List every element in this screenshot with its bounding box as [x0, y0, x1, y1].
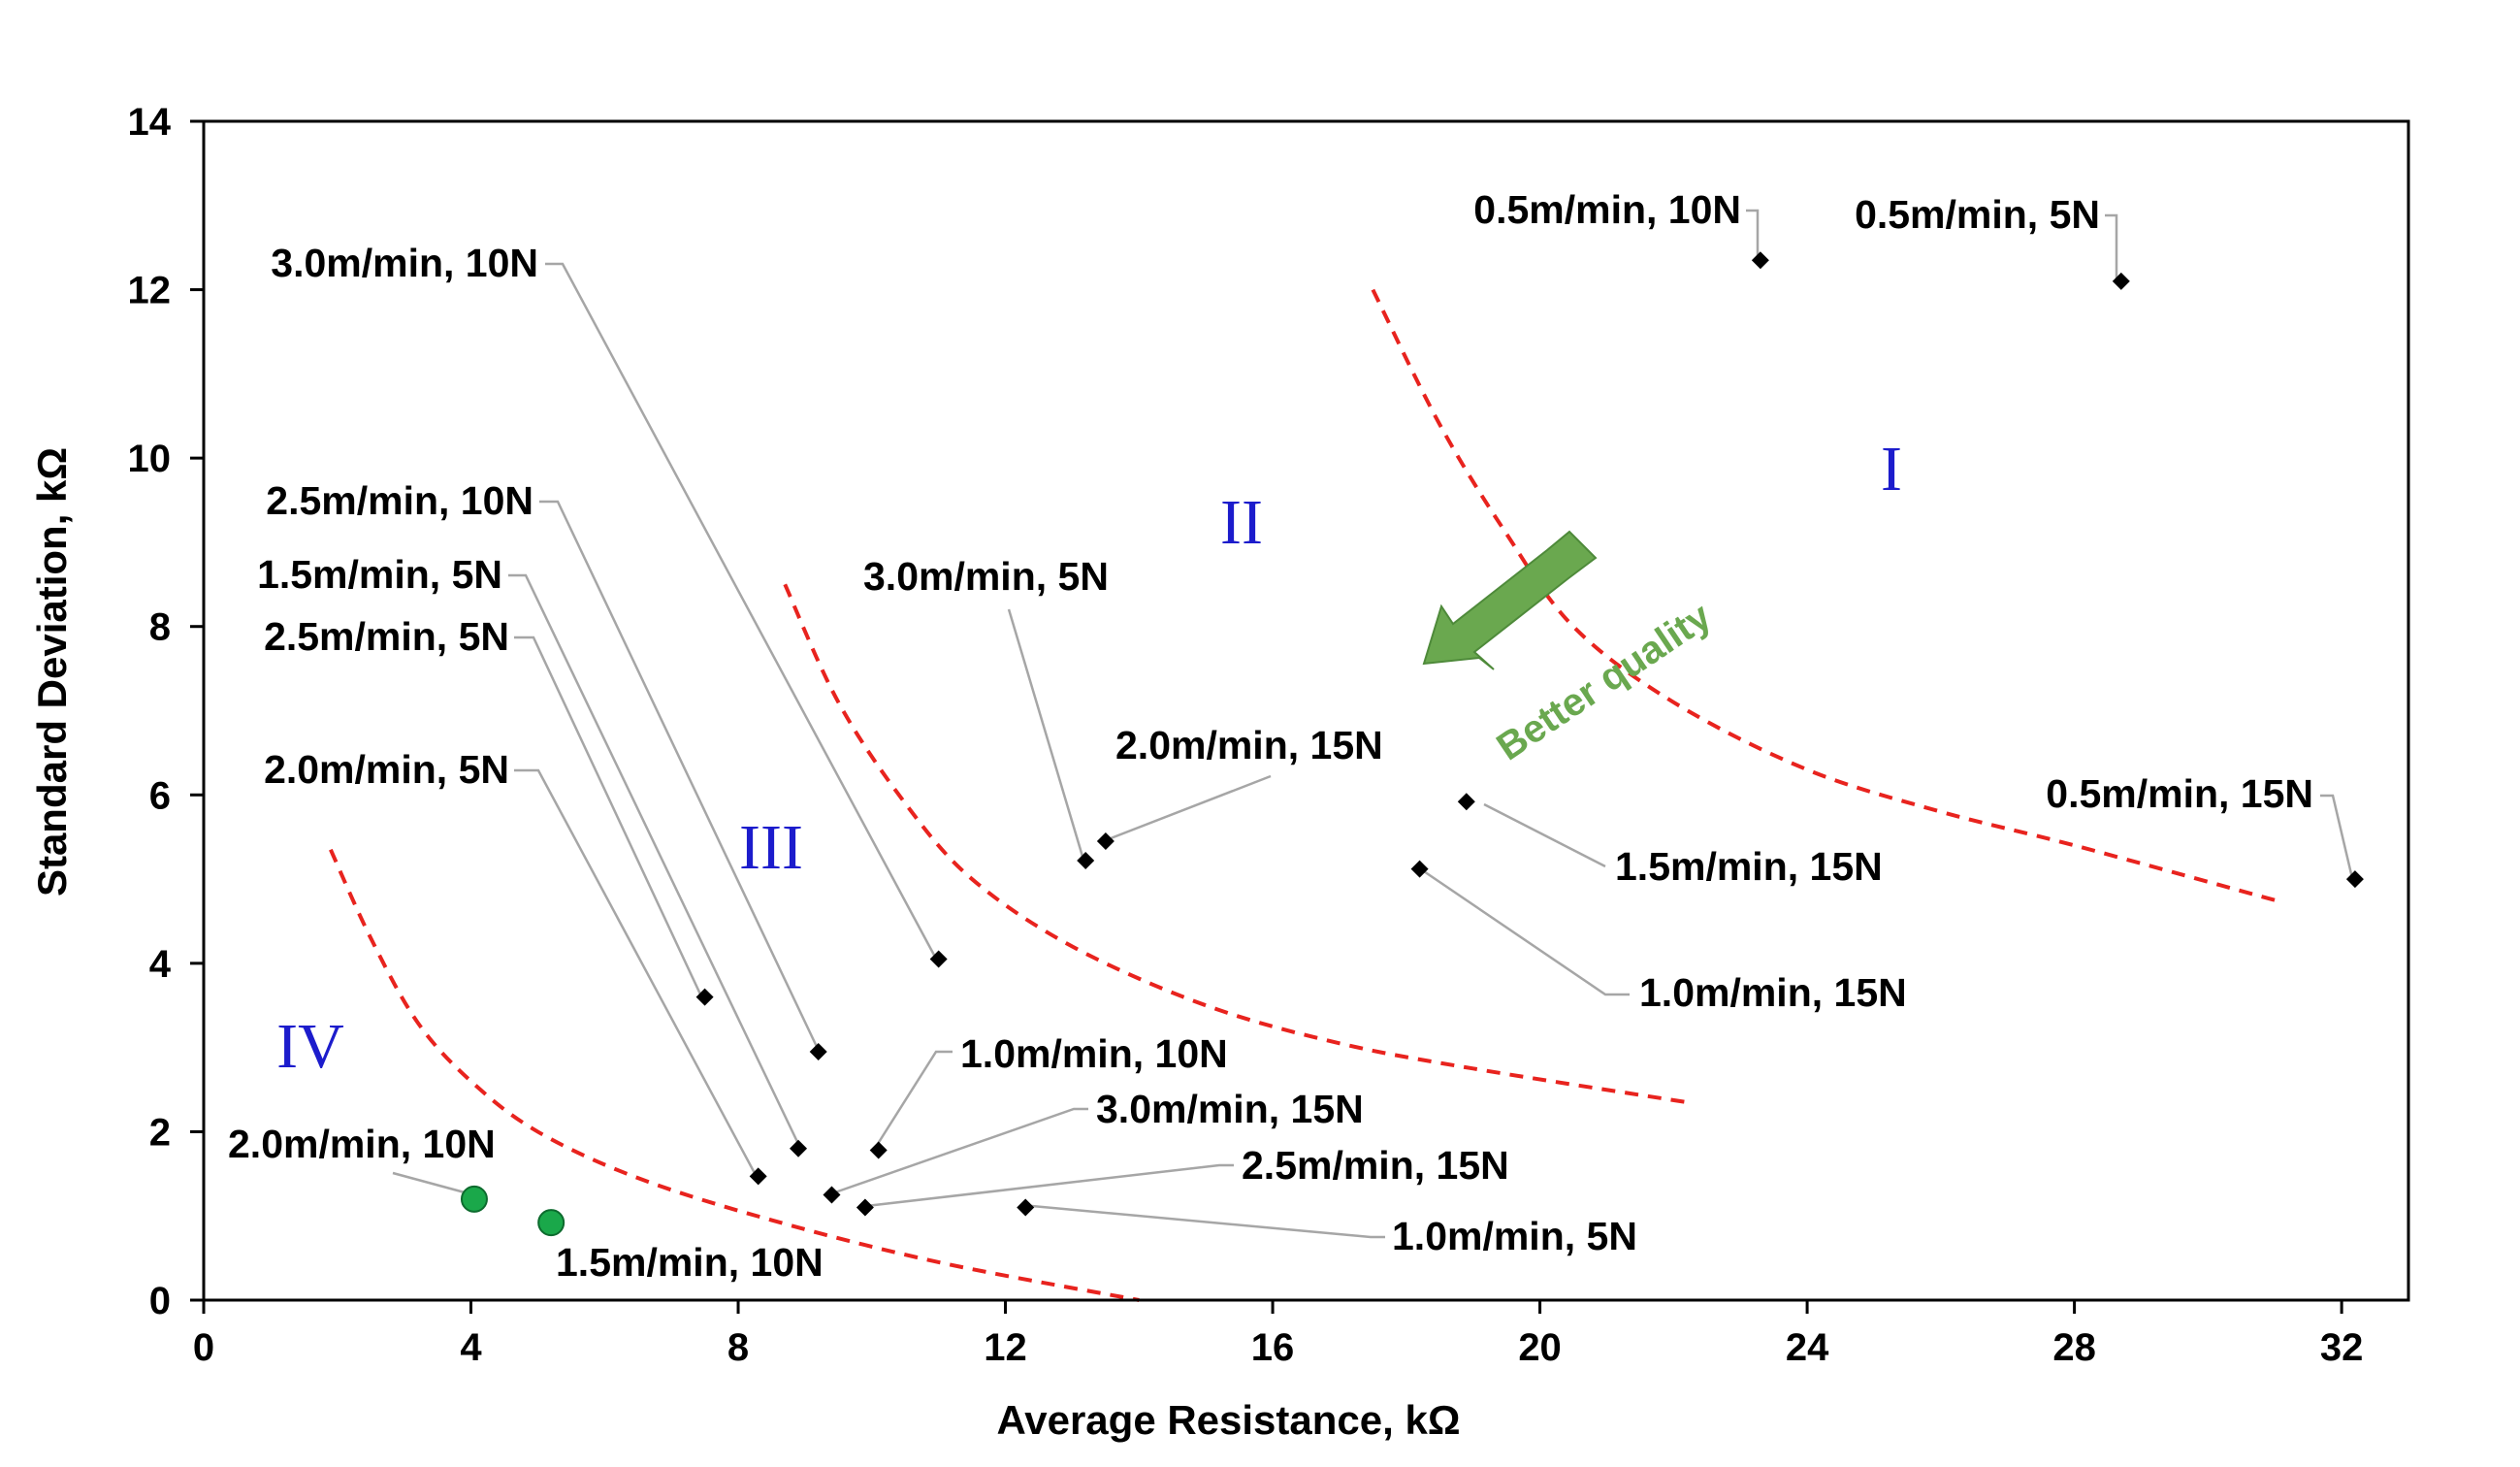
- x-tick-label: 4: [460, 1326, 482, 1369]
- leader-line: [1746, 209, 1760, 260]
- point-labels: 0.5m/min, 10N 0.5m/min, 5N 0.5m/min, 15N 3.…: [228, 187, 2313, 1285]
- y-tick-label: 8: [149, 606, 171, 649]
- point-label: 0.5m/min, 10N: [1473, 187, 1741, 232]
- point-label: 1.0m/min, 5N: [1392, 1214, 1637, 1258]
- point-label: 3.0m/min, 10N: [271, 241, 538, 285]
- data-point-diamond: [2345, 870, 2364, 889]
- point-label: 3.0m/min, 15N: [1096, 1087, 1364, 1131]
- data-point-diamond: [929, 950, 948, 968]
- point-label: 1.5m/min, 10N: [556, 1240, 824, 1285]
- y-tick-label: 10: [128, 438, 172, 480]
- point-label: 2.0m/min, 10N: [228, 1122, 496, 1166]
- x-axis-title: Average Resistance, kΩ: [996, 1397, 1460, 1443]
- x-tick-label: 20: [1518, 1326, 1562, 1369]
- boundary-curve-3: [329, 848, 1140, 1302]
- data-point-diamond: [2112, 272, 2130, 290]
- x-tick-label: 28: [2052, 1326, 2096, 1369]
- data-point-diamond: [869, 1141, 888, 1159]
- data-point-diamond: [790, 1139, 808, 1157]
- region-label-ii: II: [1220, 487, 1263, 558]
- data-point-diamond: [749, 1167, 767, 1186]
- x-tick-label: 24: [1786, 1326, 1829, 1369]
- plot-frame: [202, 119, 2410, 1302]
- leader-line: [1020, 1203, 1385, 1239]
- data-point-diamond: [695, 988, 714, 1006]
- point-label: 1.5m/min, 15N: [1615, 844, 1883, 889]
- leader-line: [539, 500, 821, 1052]
- boundary-curves: [329, 288, 2276, 1302]
- point-label: 2.5m/min, 15N: [1242, 1143, 1509, 1188]
- point-label: 1.0m/min, 15N: [1639, 970, 1907, 1015]
- region-label-iii: III: [739, 812, 803, 883]
- x-tick-label: 32: [2320, 1326, 2364, 1369]
- leader-line: [2320, 794, 2354, 879]
- x-tick-label: 8: [727, 1326, 749, 1369]
- arrow-icon: [1422, 530, 1598, 670]
- leader-line: [865, 1163, 1234, 1208]
- leader-line: [874, 1050, 953, 1148]
- y-axis-title: Standard Deviation, kΩ: [29, 447, 75, 896]
- y-tick-label: 12: [128, 270, 172, 312]
- x-tick-label: 16: [1251, 1326, 1295, 1369]
- y-tick-label: 2: [149, 1111, 171, 1154]
- data-point-diamond: [1096, 832, 1115, 851]
- leader-line: [514, 636, 704, 999]
- data-point-diamond: [1751, 251, 1769, 270]
- boundary-curve-1: [1371, 288, 2276, 902]
- data-point-diamond: [1077, 851, 1095, 869]
- leader-line: [831, 1107, 1088, 1195]
- data-point-diamond: [1017, 1198, 1035, 1217]
- leader-lines: [392, 209, 2354, 1239]
- point-label: 1.0m/min, 10N: [960, 1031, 1228, 1076]
- leader-line: [1483, 802, 1606, 868]
- leader-line: [392, 1171, 476, 1197]
- y-tick-label: 6: [149, 774, 171, 817]
- point-label: 2.5m/min, 5N: [264, 614, 509, 659]
- leader-line: [1007, 608, 1085, 861]
- point-label: 0.5m/min, 5N: [1855, 192, 2100, 237]
- point-label: 2.0m/min, 5N: [264, 747, 509, 792]
- better-quality-annotation: Better quality: [1422, 530, 1720, 769]
- leader-line: [2105, 213, 2118, 281]
- data-point-diamond: [1457, 793, 1475, 811]
- leader-line: [1105, 774, 1272, 842]
- point-label: 1.5m/min, 5N: [257, 552, 502, 597]
- data-points: [460, 251, 2364, 1237]
- point-label: 2.5m/min, 10N: [266, 478, 533, 523]
- data-point-diamond: [809, 1042, 827, 1060]
- leader-line: [508, 573, 801, 1147]
- data-point-circle: [537, 1209, 565, 1237]
- point-label: 3.0m/min, 5N: [863, 554, 1109, 599]
- y-tick-label: 4: [149, 943, 172, 986]
- point-label: 0.5m/min, 15N: [2046, 771, 2313, 816]
- y-tick-label: 14: [128, 101, 172, 144]
- leader-line: [545, 262, 938, 960]
- data-point-circle: [460, 1185, 488, 1213]
- data-point-diamond: [823, 1186, 841, 1204]
- region-label-i: I: [1881, 434, 1902, 505]
- boundary-curve-2: [783, 583, 1688, 1105]
- x-tick-label: 12: [984, 1326, 1027, 1369]
- data-point-diamond: [1410, 860, 1429, 878]
- region-label-iv: IV: [276, 1011, 344, 1082]
- data-point-diamond: [856, 1198, 874, 1217]
- annotation-text: Better quality: [1489, 595, 1719, 769]
- leader-line: [514, 768, 758, 1176]
- y-tick-label: 0: [149, 1280, 171, 1322]
- x-tick-label: 0: [193, 1326, 214, 1369]
- leader-line: [1417, 865, 1630, 996]
- point-label: 2.0m/min, 15N: [1115, 723, 1383, 767]
